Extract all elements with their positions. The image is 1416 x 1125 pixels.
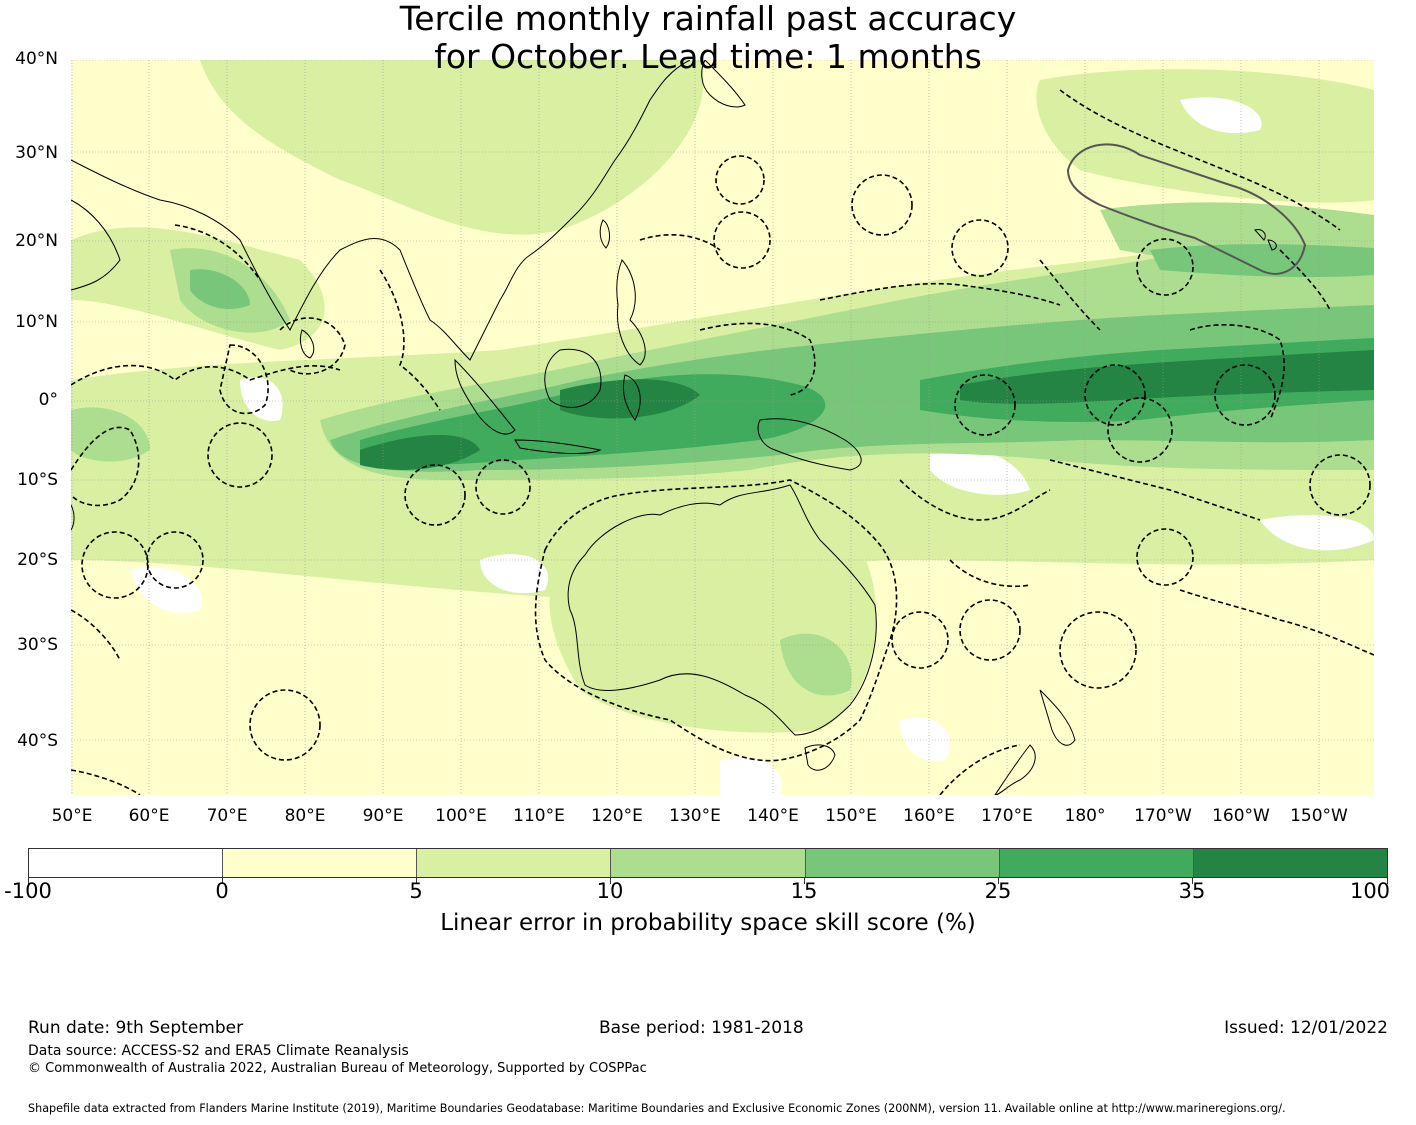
colorbar-segment — [611, 849, 806, 877]
lon-label: 160°E — [903, 806, 955, 826]
chart-title-line1: Tercile monthly rainfall past accuracy — [399, 0, 1017, 38]
colorbar-tick-label: 35 — [1178, 879, 1206, 903]
colorbar-segment — [805, 849, 1000, 877]
colorbar-tick-label: 25 — [984, 879, 1012, 903]
lat-label: 30°N — [15, 143, 58, 163]
coastlines — [71, 60, 1277, 795]
lon-label: 70°E — [206, 806, 248, 826]
lon-label: 90°E — [362, 806, 404, 826]
colorbar-tick-label: 0 — [215, 879, 229, 903]
lon-label: 50°E — [51, 806, 93, 826]
lon-label: 110°E — [513, 806, 565, 826]
base-period: Base period: 1981-2018 — [599, 1018, 804, 1038]
lon-label: 120°E — [591, 806, 643, 826]
lon-label: 60°E — [128, 806, 170, 826]
lat-label: 20°N — [15, 231, 58, 251]
colorbar-segment — [999, 849, 1194, 877]
skill-field — [71, 60, 1374, 795]
colorbar-label: Linear error in probability space skill … — [440, 910, 976, 936]
colorbar-tick-label: 15 — [790, 879, 818, 903]
colorbar-segment — [29, 849, 224, 877]
colorbar-segment — [223, 849, 418, 877]
lon-label: 80°E — [284, 806, 326, 826]
skill-map — [71, 60, 1374, 795]
colorbar-tick-label: 10 — [596, 879, 624, 903]
shapefile-credit: Shapefile data extracted from Flanders M… — [28, 1102, 1286, 1115]
lon-label: 130°E — [669, 806, 721, 826]
colorbar — [28, 848, 1388, 878]
lat-label: 40°N — [15, 49, 58, 69]
run-date: Run date: 9th September — [28, 1018, 244, 1038]
eez-boundaries — [71, 89, 1374, 795]
colorbar-tick-label: 5 — [409, 879, 423, 903]
colorbar-tick-label: -100 — [4, 879, 52, 903]
lat-label: 10°S — [17, 470, 58, 490]
lat-label: 10°N — [15, 312, 58, 332]
lon-label: 160°W — [1212, 806, 1270, 826]
data-source: Data source: ACCESS-S2 and ERA5 Climate … — [28, 1043, 409, 1059]
graticule — [71, 60, 1374, 795]
lon-label: 150°E — [825, 806, 877, 826]
colorbar-segment — [417, 849, 612, 877]
highlighted-eez-boundary — [1066, 143, 1307, 275]
lat-label: 20°S — [17, 550, 58, 570]
lon-label: 150°W — [1290, 806, 1348, 826]
lon-label: 170°E — [981, 806, 1033, 826]
colorbar-segment — [1193, 849, 1387, 877]
lon-label: 100°E — [435, 806, 487, 826]
lat-label: 40°S — [17, 731, 58, 751]
copyright: © Commonwealth of Australia 2022, Austra… — [28, 1061, 647, 1076]
chart-title-line2: for October. Lead time: 1 months — [434, 37, 982, 76]
lon-label: 180° — [1064, 806, 1106, 826]
lat-label: 30°S — [17, 635, 58, 655]
issued-date: Issued: 12/01/2022 — [1224, 1018, 1388, 1038]
colorbar-tick-label: 100 — [1349, 879, 1391, 903]
lon-label: 170°W — [1134, 806, 1192, 826]
lon-label: 140°E — [747, 806, 799, 826]
lat-label: 0° — [38, 390, 58, 410]
